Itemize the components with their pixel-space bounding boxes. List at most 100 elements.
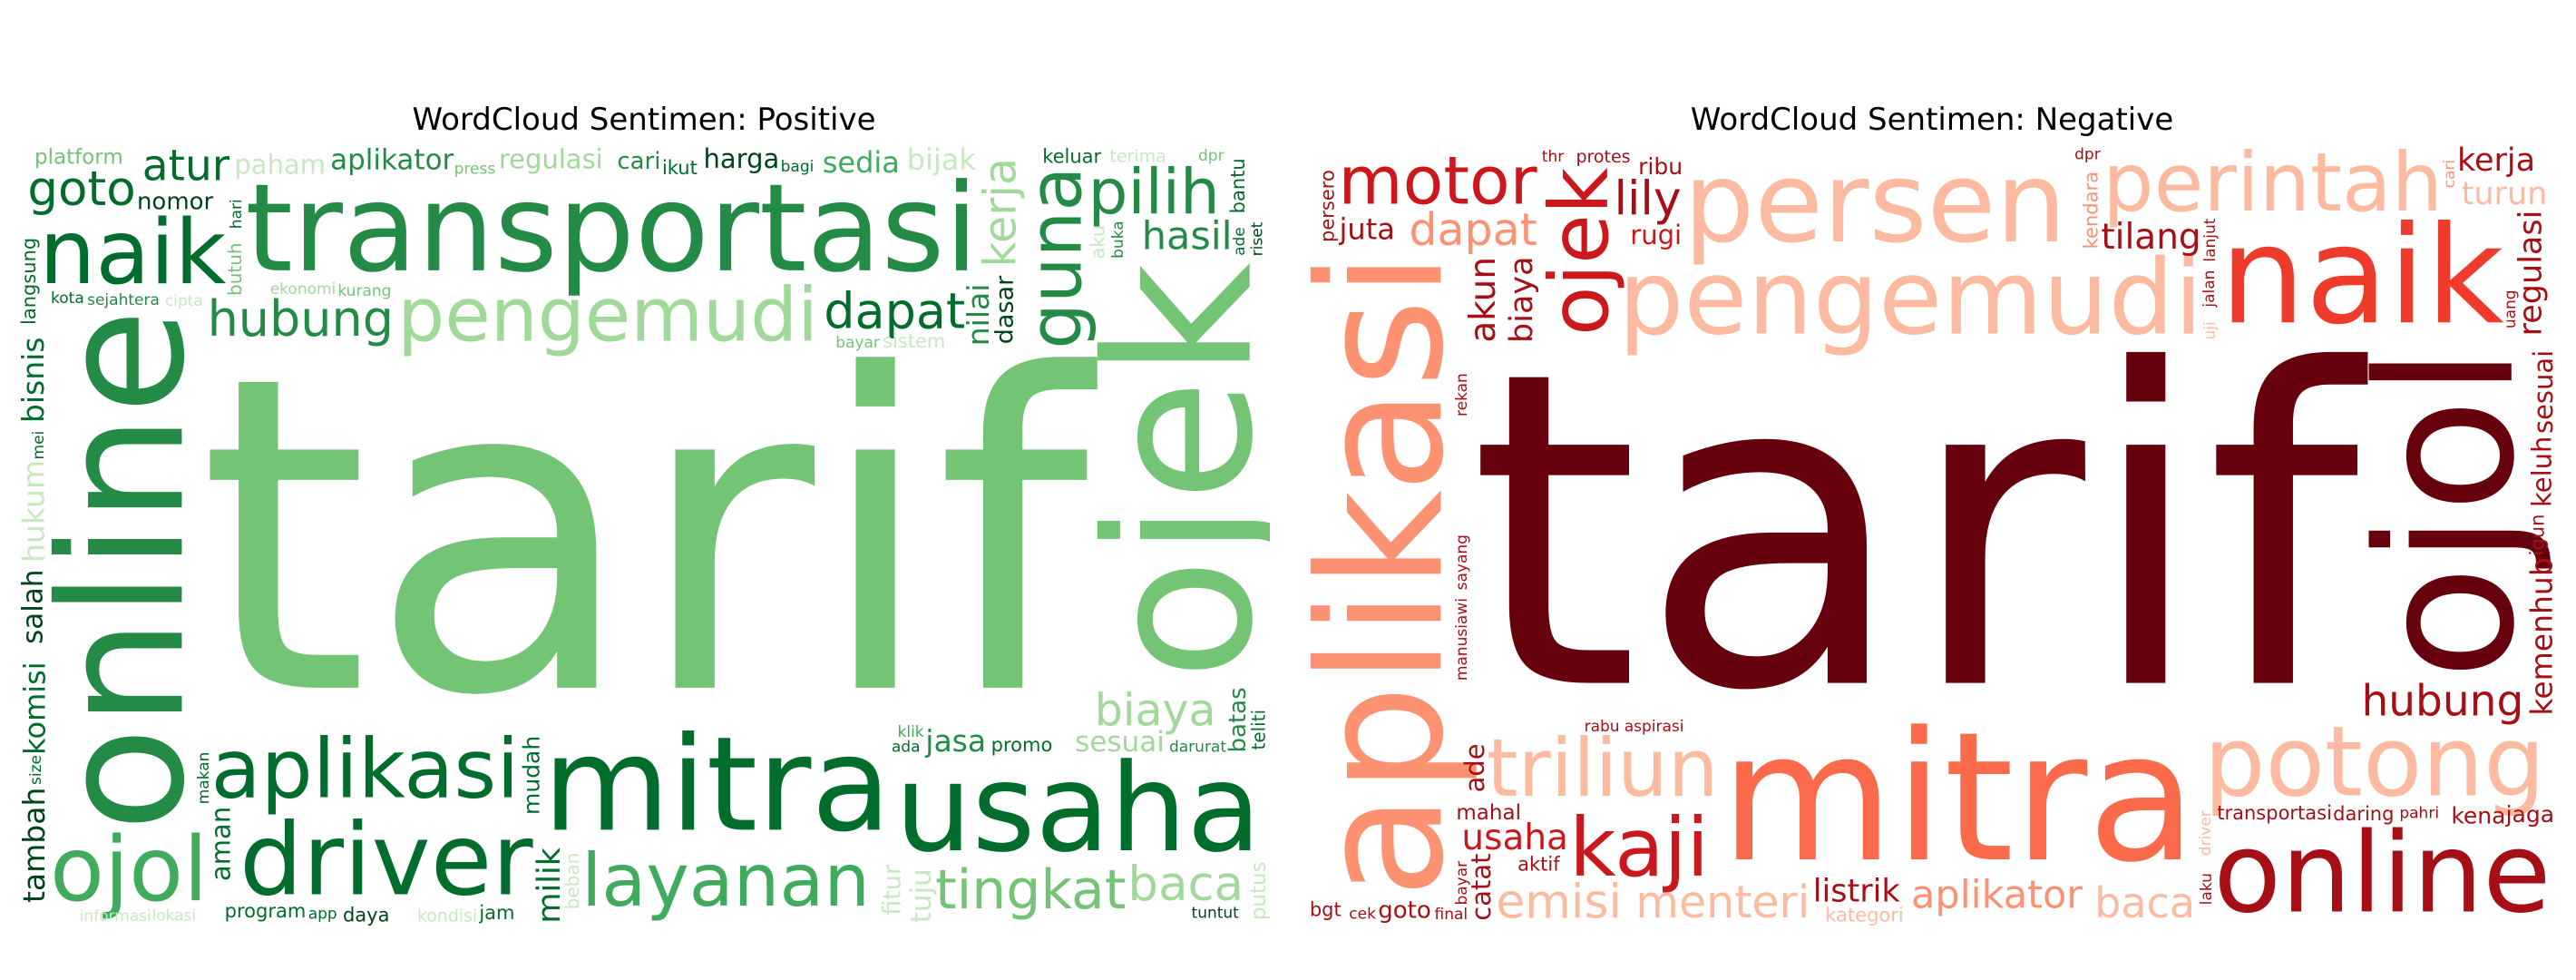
word-persero: persero	[1317, 170, 1339, 242]
word-sayang: sayang	[1453, 534, 1471, 590]
word-mudah: mudah	[519, 736, 545, 815]
word-aktif: aktif	[1517, 854, 1560, 876]
word-sistem: sistem	[883, 330, 945, 352]
word-beban: beban	[561, 853, 583, 910]
word-ade: ade	[1231, 227, 1249, 256]
word-goto: goto	[27, 162, 135, 217]
word-driver: driver	[239, 802, 533, 918]
word-riset: riset	[1249, 221, 1267, 256]
word-sesuai: sesuai	[1075, 726, 1165, 759]
word-ikut: ikut	[662, 157, 698, 179]
word-aplikasi: aplikasi	[1306, 251, 1481, 899]
word-catat: catat	[1466, 853, 1497, 920]
word-butuh: butuh	[224, 242, 246, 296]
word-size: size	[27, 755, 45, 785]
cloud-frame-positive: tarif online ojek pengemudi mitra transportas…	[18, 145, 1270, 926]
word-teliti: teliti	[1248, 710, 1270, 750]
word-igun: igun	[2527, 514, 2549, 556]
word-milik: milik	[532, 847, 568, 923]
word-sedia: sedia	[823, 145, 900, 180]
word-klik: klik	[898, 723, 924, 741]
word-usaha: usaha	[895, 738, 1262, 879]
word-guna: guna	[1014, 167, 1098, 349]
word-dpr: dpr	[1198, 147, 1225, 165]
word-cari: cari	[2441, 160, 2459, 188]
word-batas: batas	[1225, 687, 1252, 752]
word-tarif: tarif	[199, 284, 1099, 791]
word-rekan: rekan	[1453, 373, 1471, 416]
wordcloud-panel-positive: WordCloud Sentimen: Positive tarif online…	[18, 102, 1270, 926]
word-hari: hari	[228, 199, 246, 229]
word-platform: platform	[34, 145, 123, 169]
word-ojol: ojol	[2337, 346, 2556, 680]
word-kota: kota	[51, 289, 84, 308]
word-hasil: hasil	[1142, 214, 1233, 260]
word-pilih: pilih	[1088, 156, 1220, 229]
word-sesuai: sesuai	[2528, 350, 2558, 434]
word-press: press	[454, 161, 496, 179]
word-makan: makan	[195, 752, 213, 805]
word-driver: driver	[2197, 810, 2215, 856]
word-tuntut: tuntut	[1192, 905, 1240, 923]
word-uang: uang	[2502, 289, 2520, 328]
word-biaya: biaya	[1095, 685, 1216, 737]
word-darurat: darurat	[1169, 739, 1226, 757]
word-pengemudi: pengemudi	[1618, 237, 2203, 358]
word-mitra: mitra	[542, 708, 891, 860]
word-baca: baca	[2094, 878, 2195, 926]
word-emisi: emisi	[1496, 876, 1622, 926]
word-juta: juta	[1339, 212, 1395, 247]
word-ribu: ribu	[1638, 153, 1683, 180]
wordcloud-panel-negative: WordCloud Sentimen: Negative tarif ojol ap…	[1288, 0, 2576, 980]
word-rugi: rugi	[1630, 220, 1682, 250]
word-paham: paham	[234, 149, 326, 180]
word-daya: daya	[343, 904, 390, 926]
word-tuju: tuju	[905, 868, 938, 923]
word-rabu: rabu	[1585, 718, 1620, 736]
word-dpr: dpr	[2074, 146, 2101, 164]
word-program: program	[225, 900, 307, 922]
word-listrik: listrik	[1813, 873, 1901, 909]
word-akun: akun	[1463, 257, 1504, 343]
word-bijak: bijak	[907, 145, 977, 177]
word-aplikator: aplikator	[330, 145, 454, 177]
word-pahri: pahri	[2399, 805, 2439, 823]
word-ojek: ojek	[1065, 262, 1270, 681]
word-mitra: mitra	[1720, 694, 2197, 902]
word-kerja: kerja	[2457, 145, 2535, 179]
word-mei: mei	[30, 431, 48, 460]
word-perintah: perintah	[2103, 145, 2443, 230]
word-keluar: keluar	[1042, 146, 1101, 168]
word-hukum: hukum	[18, 460, 51, 563]
word-cari: cari	[617, 148, 660, 175]
word-motor: motor	[1339, 145, 1538, 220]
word-biaya: biaya	[1504, 256, 1540, 343]
word-jam: jam	[478, 902, 514, 924]
word-regulasi: regulasi	[2513, 211, 2550, 337]
word-ade: ade	[1459, 743, 1490, 792]
word-bagi: bagi	[781, 158, 815, 176]
word-atur: atur	[142, 145, 230, 191]
word-nilai: nilai	[961, 284, 996, 347]
word-final: final	[1434, 906, 1468, 924]
word-ojol: ojol	[50, 818, 208, 922]
word-ekonomi: ekonomi	[270, 280, 337, 299]
word-aku: aku	[1088, 225, 1109, 260]
word-nomor: nomor	[137, 189, 214, 216]
word-persen: persen	[1683, 145, 2066, 269]
word-dasar: dasar	[990, 275, 1019, 344]
word-aman: aman	[205, 807, 236, 881]
word-kemenhub: kemenhub	[2524, 557, 2558, 715]
word-protes: protes	[1576, 147, 1630, 167]
word-kondisi: kondisi	[417, 906, 478, 926]
word-aplikator: aplikator	[1911, 873, 2083, 918]
word-dapat: dapat	[824, 283, 965, 340]
word-online: online	[2213, 809, 2551, 926]
word-app: app	[308, 905, 337, 923]
word-bantu: bantu	[1227, 158, 1249, 213]
word-kurang: kurang	[337, 282, 391, 300]
word-hubung: hubung	[2361, 676, 2523, 726]
word-cipta: cipta	[165, 292, 203, 310]
word-goto: goto	[1378, 897, 1431, 925]
